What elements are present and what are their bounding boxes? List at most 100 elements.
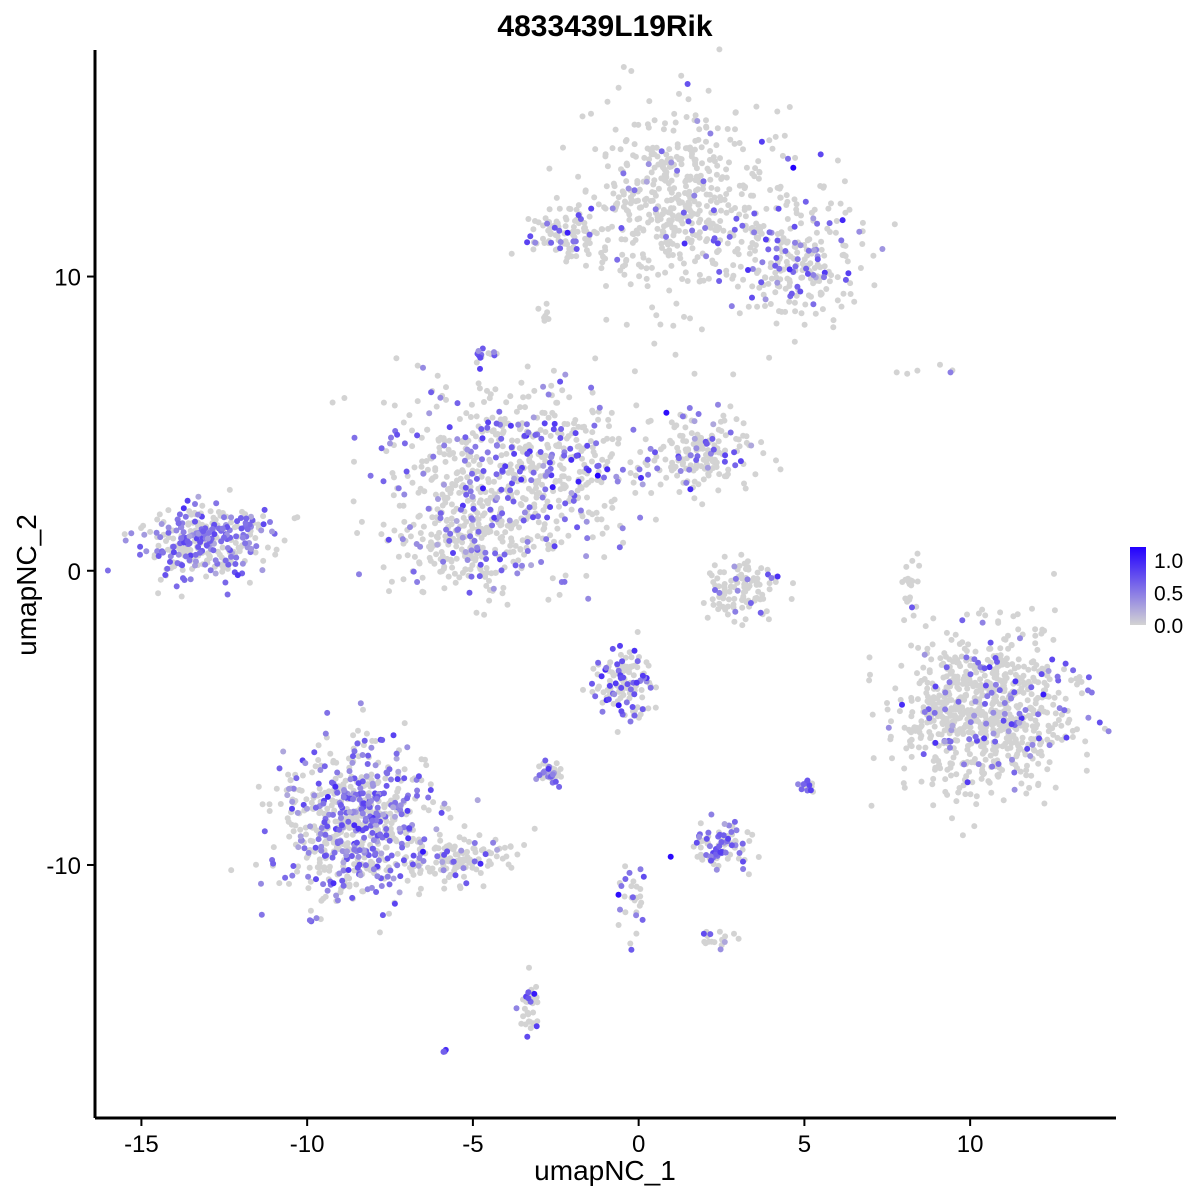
cell-point bbox=[471, 840, 478, 846]
cell-point bbox=[557, 245, 564, 252]
cell-point bbox=[924, 679, 931, 686]
cell-point bbox=[332, 775, 339, 782]
cell-point bbox=[721, 553, 728, 560]
cell-point bbox=[348, 814, 355, 821]
cell-point bbox=[431, 560, 438, 567]
cell-point bbox=[655, 185, 662, 192]
cell-point bbox=[631, 647, 638, 654]
cell-point bbox=[460, 514, 467, 521]
cell-point bbox=[333, 892, 340, 899]
cell-point bbox=[703, 203, 710, 209]
cell-point bbox=[782, 308, 789, 315]
cell-point bbox=[797, 288, 804, 295]
cell-point bbox=[424, 466, 431, 473]
cell-point bbox=[318, 847, 325, 854]
cell-point bbox=[514, 570, 521, 577]
cell-point bbox=[379, 912, 386, 919]
cell-point bbox=[901, 784, 908, 791]
cell-point bbox=[538, 559, 545, 565]
cell-point bbox=[976, 687, 983, 694]
cell-point bbox=[685, 447, 692, 453]
cell-point bbox=[234, 572, 241, 579]
cell-point bbox=[226, 486, 233, 493]
cell-point bbox=[178, 535, 185, 542]
cell-point bbox=[282, 874, 289, 881]
cell-point bbox=[841, 178, 848, 185]
cell-point bbox=[441, 800, 448, 807]
cell-point bbox=[592, 355, 599, 362]
cell-point bbox=[1045, 668, 1052, 674]
chart-title: 4833439L19Rik bbox=[497, 10, 712, 43]
cell-point bbox=[735, 855, 742, 862]
cell-point bbox=[521, 842, 528, 848]
cell-point bbox=[653, 233, 660, 240]
cell-point bbox=[577, 507, 584, 514]
cell-point bbox=[467, 479, 473, 485]
cell-point bbox=[667, 209, 674, 216]
cell-point bbox=[674, 472, 681, 479]
cell-point bbox=[561, 516, 568, 523]
cell-point bbox=[1041, 627, 1048, 634]
cell-point bbox=[925, 699, 932, 706]
cell-point bbox=[1105, 728, 1112, 735]
cell-point bbox=[799, 260, 806, 267]
cell-point bbox=[1062, 695, 1069, 702]
cell-point bbox=[210, 514, 217, 521]
cell-point bbox=[505, 469, 512, 476]
cell-point bbox=[526, 504, 533, 511]
cell-point bbox=[515, 557, 522, 564]
cell-point bbox=[395, 768, 402, 775]
cell-point bbox=[673, 422, 680, 429]
cell-point bbox=[450, 450, 457, 456]
cell-point bbox=[937, 655, 944, 662]
cell-point bbox=[1069, 734, 1076, 740]
cell-point bbox=[920, 751, 927, 758]
cell-point bbox=[396, 502, 403, 509]
cell-point bbox=[931, 723, 938, 730]
cell-point bbox=[647, 684, 654, 691]
cell-point bbox=[681, 313, 687, 320]
cell-point bbox=[564, 229, 571, 236]
cell-point bbox=[479, 435, 486, 442]
cell-point bbox=[937, 765, 944, 772]
cell-point bbox=[469, 430, 476, 437]
cell-point bbox=[608, 409, 615, 416]
cell-point bbox=[410, 568, 417, 575]
cell-point bbox=[478, 847, 485, 854]
cell-point bbox=[627, 281, 634, 288]
cell-point bbox=[983, 720, 990, 727]
cell-point bbox=[837, 200, 844, 207]
cell-point bbox=[752, 247, 758, 254]
cell-point bbox=[634, 704, 641, 711]
cell-point bbox=[628, 883, 635, 890]
cell-point bbox=[760, 291, 767, 298]
cell-point bbox=[589, 688, 596, 695]
cell-point bbox=[363, 825, 369, 832]
cell-point bbox=[339, 877, 346, 884]
cell-point bbox=[583, 553, 590, 560]
cell-point bbox=[472, 443, 479, 450]
cell-point bbox=[526, 441, 532, 448]
cell-point bbox=[783, 258, 790, 265]
cell-point bbox=[828, 272, 835, 279]
cell-point bbox=[859, 219, 866, 226]
cell-point bbox=[733, 416, 740, 423]
cell-point bbox=[374, 773, 381, 780]
cell-point bbox=[281, 537, 288, 544]
cell-point bbox=[419, 536, 426, 543]
cell-point bbox=[711, 562, 718, 569]
cell-point bbox=[676, 156, 683, 163]
cell-point bbox=[1008, 695, 1015, 702]
cell-point bbox=[546, 206, 553, 213]
cell-point bbox=[800, 781, 807, 788]
cell-point bbox=[1038, 671, 1045, 678]
cell-point bbox=[1041, 708, 1048, 715]
cell-point bbox=[393, 355, 400, 362]
cell-point bbox=[280, 748, 287, 755]
cell-point bbox=[724, 126, 731, 132]
cell-point bbox=[454, 400, 461, 407]
cell-point bbox=[963, 648, 970, 654]
cell-point bbox=[565, 532, 572, 539]
cell-point bbox=[928, 656, 935, 663]
cell-point bbox=[407, 524, 413, 531]
